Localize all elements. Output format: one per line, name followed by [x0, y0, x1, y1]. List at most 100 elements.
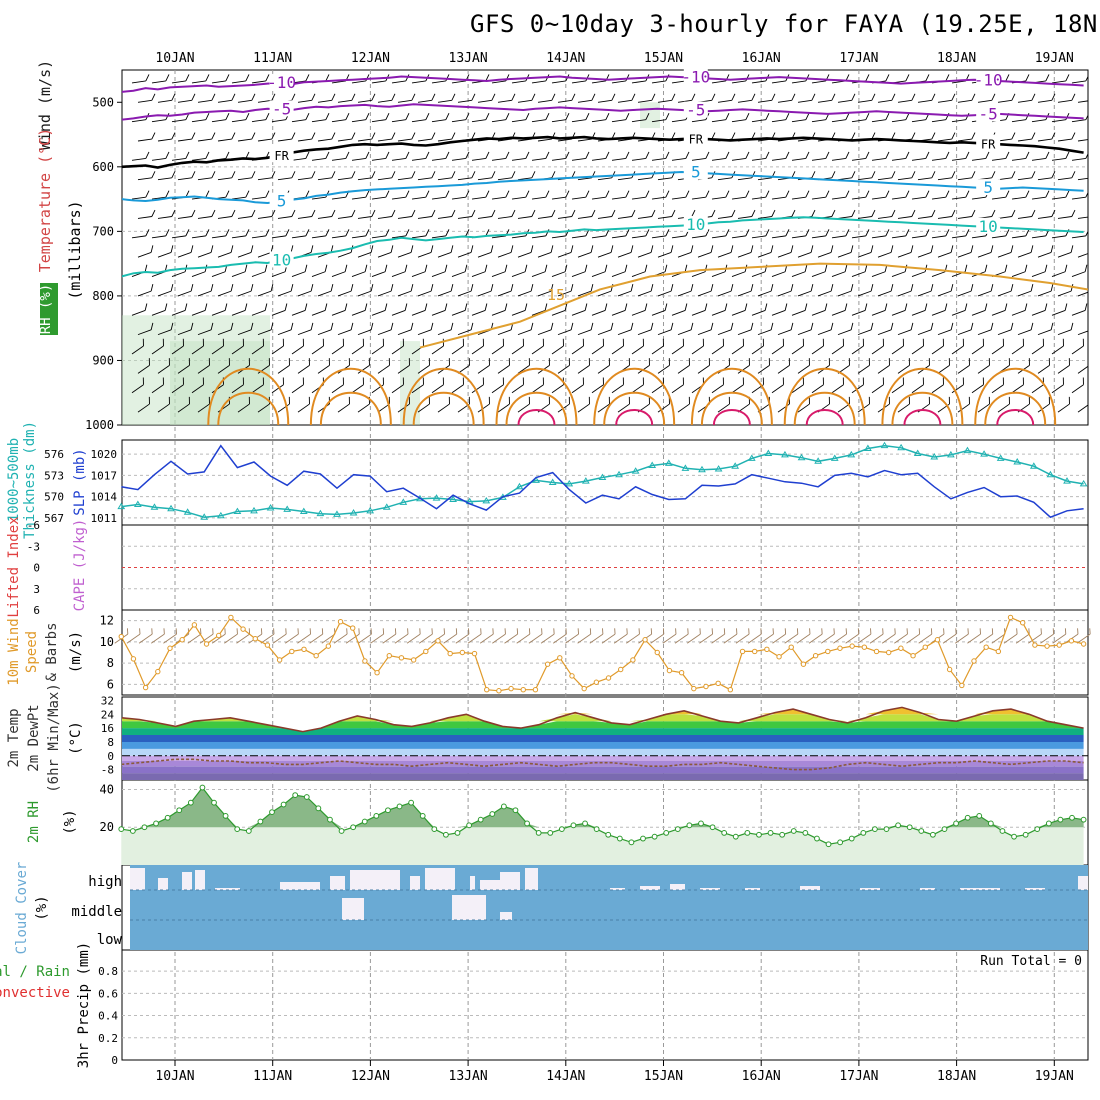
thickness-point [316, 509, 325, 517]
rh-point [721, 829, 728, 836]
wind-barb [591, 229, 610, 239]
wind-barb [477, 245, 494, 258]
thickness-point [731, 462, 740, 469]
wind-barb [1071, 338, 1084, 355]
wind-barb [877, 322, 894, 336]
wind-barb [537, 322, 554, 336]
wind-barb [977, 396, 990, 413]
cloud-gap [452, 895, 486, 920]
wind-barb [137, 132, 156, 142]
wind-barb [1011, 229, 1030, 239]
wind-barb [757, 93, 776, 103]
ylabel-wind: Wind (m/s) [36, 60, 54, 150]
surface-wind-barb [260, 628, 275, 644]
wind-barb [851, 264, 868, 277]
wind-barb [491, 338, 504, 355]
precip-tick: 0.2 [98, 1032, 118, 1045]
wind-barb [697, 358, 710, 374]
wind-barb [331, 112, 350, 123]
surface-wind-barb [820, 628, 835, 644]
wind-barb [651, 338, 664, 355]
wind-barb [451, 112, 470, 123]
wind-barb [157, 171, 176, 181]
wind-barb [1057, 93, 1076, 103]
thickness-point [913, 449, 922, 456]
wind-barb [611, 377, 624, 394]
wind-barb [351, 338, 364, 355]
wind-barb [851, 377, 864, 394]
wind-barb [997, 209, 1016, 219]
thickness-point [880, 441, 889, 449]
surface-wind-barb [979, 628, 994, 644]
wind-barb [431, 112, 450, 123]
wind-barb [577, 284, 594, 297]
pressure-tick-label: 700 [92, 224, 114, 238]
wind-barb [457, 93, 476, 103]
wind-barb [1037, 209, 1056, 219]
rh-point [674, 826, 681, 833]
wind-speed-point [471, 650, 478, 657]
isotherm-label-bg [269, 100, 294, 117]
wind-barb [631, 338, 644, 355]
wind-barb [917, 132, 936, 142]
rh-point [1011, 833, 1017, 840]
warm-contour [207, 367, 290, 425]
wind-barb [797, 358, 810, 374]
wind-barb [937, 209, 956, 219]
thickness-point [598, 473, 607, 481]
wind-barb [291, 377, 304, 394]
warm-contour [615, 409, 654, 425]
wind-barb [1051, 190, 1070, 200]
surface-wind-barb [674, 628, 689, 644]
bottom-date-label: 15JAN [644, 1069, 683, 1084]
wind-barb [871, 303, 888, 316]
wind-speed-point [557, 655, 563, 661]
wind-barb [891, 229, 910, 239]
rh-point [987, 820, 994, 827]
wind-barb [397, 171, 416, 181]
surface-wind-barb [492, 628, 506, 644]
wind-barb [811, 151, 830, 161]
wind-barb [791, 190, 810, 200]
wind-barb [711, 338, 724, 355]
thickness-point [266, 504, 275, 511]
wind-barb [851, 151, 870, 161]
rh-point [327, 816, 333, 823]
wind-barb [1017, 245, 1034, 258]
wind-barb [957, 171, 976, 181]
surface-wind-barb [236, 628, 251, 644]
warm-contour [412, 391, 475, 425]
wind-barb [411, 112, 430, 123]
wind-barb [337, 209, 356, 219]
wind-barb [131, 151, 150, 161]
rh-point [350, 824, 357, 831]
wind-barb [991, 151, 1010, 161]
temp-band [122, 742, 1084, 749]
wind-speed-point [691, 685, 697, 692]
ylabel-cape: CAPE (J/kg) [72, 519, 88, 612]
temp-band [122, 755, 1084, 761]
wind-barb [391, 338, 404, 355]
wind-barb [631, 303, 648, 316]
wind-barb [511, 264, 528, 277]
wind-barb [197, 396, 210, 413]
wind-speed-point [435, 638, 441, 644]
ylabel-thickness-title: 1000~500mb [6, 438, 22, 522]
isotherm-label-bg [976, 71, 1001, 88]
rh-point [756, 831, 762, 838]
wind-barb [997, 322, 1014, 336]
wind-barb [651, 151, 670, 161]
wind-speed-point [898, 645, 904, 651]
rh-point [129, 828, 136, 834]
wind-barb [591, 303, 608, 316]
wind-barb [631, 151, 650, 161]
wind-barb [657, 284, 674, 297]
surface-wind-barb [211, 628, 226, 644]
warm-contour [974, 367, 1057, 425]
precip-tick: 0.8 [98, 965, 118, 978]
cloud-gap [500, 912, 512, 920]
wind-speed-point [910, 652, 916, 659]
wind-speed-point [618, 666, 624, 673]
wind-barb [297, 209, 316, 219]
thickness-tick: 567 [44, 512, 64, 525]
